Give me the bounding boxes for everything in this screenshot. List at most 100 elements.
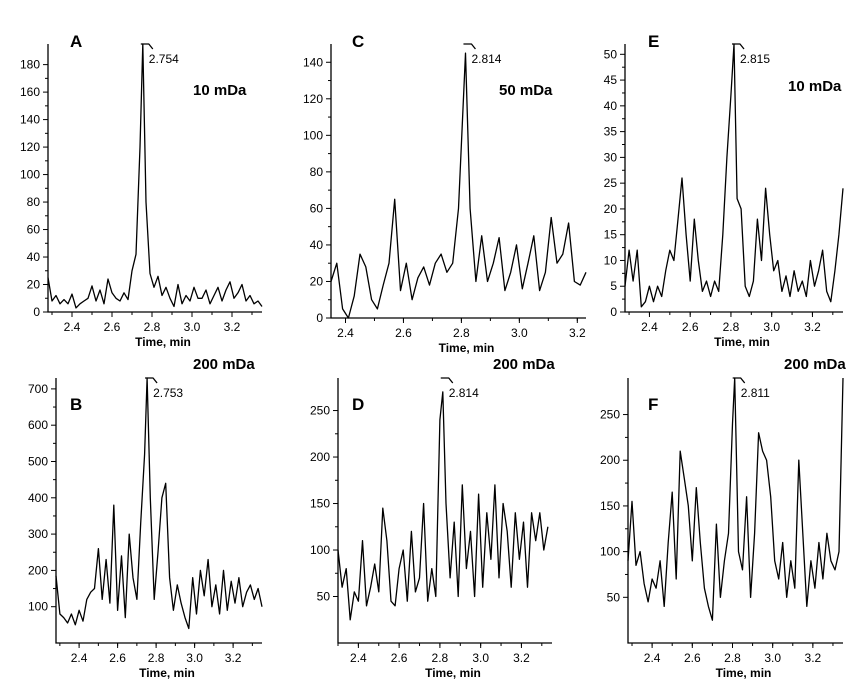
y-tick-label: 100 — [600, 545, 620, 559]
y-tick-label: 120 — [20, 140, 40, 154]
panel-letter: E — [648, 32, 659, 51]
y-tick-label: 700 — [28, 382, 48, 396]
mass-window-label: 200 mDa — [493, 356, 555, 373]
y-tick-label: 60 — [310, 201, 324, 215]
axis-lines — [55, 378, 262, 644]
peak-apex-mark — [145, 377, 158, 384]
mass-window-label: 50 mDa — [499, 82, 553, 99]
x-tick-label: 3.2 — [513, 651, 530, 665]
y-tick-label: 200 — [600, 453, 620, 467]
chromatogram-trace — [330, 52, 587, 319]
y-tick-label: 60 — [27, 223, 41, 237]
x-tick-label: 2.6 — [391, 651, 408, 665]
y-tick-label: 20 — [27, 278, 41, 292]
peak-apex-mark — [463, 43, 476, 50]
peak-label: 2.815 — [740, 52, 770, 66]
x-tick-label: 3.2 — [805, 651, 822, 665]
x-tick-label: 2.6 — [109, 651, 126, 665]
y-tick-label: 80 — [310, 165, 324, 179]
x-tick-label: 2.8 — [724, 651, 741, 665]
x-tick-label: 3.2 — [569, 326, 586, 340]
x-tick-label: 2.6 — [682, 320, 699, 334]
peak-label: 2.811 — [741, 386, 770, 400]
chart-panel-c: 0 20 40 60 80 100 120 140 2.4 2.6 2.8 3.0 3.2 Time, m… — [303, 32, 587, 355]
panel-letter: C — [352, 32, 364, 51]
mass-window-label: 10 mDa — [193, 82, 247, 99]
peak-apex-mark — [732, 43, 745, 50]
x-tick-label: 3.0 — [511, 326, 528, 340]
chart-panel-e: 0 5 10 15 20 25 30 35 40 45 50 2.4 2.6 2.8 3.0 3.2 Time,… — [604, 32, 844, 349]
mass-window-label: 200 mDa — [193, 356, 255, 373]
axis-lines — [627, 378, 843, 644]
y-tick-label: 100 — [310, 543, 330, 557]
y-tick-label: 100 — [28, 600, 48, 614]
y-tick-label: 0 — [316, 311, 323, 325]
axis-lines — [337, 378, 552, 644]
y-tick-label: 50 — [604, 47, 618, 61]
y-tick-label: 50 — [317, 590, 331, 604]
x-tick-label: 2.6 — [395, 326, 412, 340]
y-tick-label: 20 — [604, 202, 618, 216]
y-tick-label: 100 — [20, 168, 40, 182]
y-tick-label: 50 — [607, 590, 621, 604]
x-tick-label: 3.0 — [472, 651, 489, 665]
x-tick-label: 2.6 — [684, 651, 701, 665]
y-tick-label: 15 — [604, 228, 618, 242]
x-tick-label: 3.2 — [804, 320, 821, 334]
y-tick-label: 200 — [310, 450, 330, 464]
x-tick-label: 2.8 — [144, 320, 161, 334]
peak-label: 2.814 — [449, 386, 479, 400]
mass-window-label: 10 mDa — [788, 78, 842, 95]
chromatogram-trace — [47, 43, 263, 309]
x-tick-label: 2.4 — [64, 320, 81, 334]
x-tick-label: 2.8 — [723, 320, 740, 334]
chart-panel-d: 50 100 150 200 250 2.4 2.6 2.8 3.0 3.2 Time, min 2.… — [310, 356, 555, 680]
y-tick-label: 140 — [20, 113, 40, 127]
y-tick-label: 25 — [604, 176, 618, 190]
y-tick-label: 150 — [310, 497, 330, 511]
panel-letter: B — [70, 395, 82, 414]
y-tick-label: 200 — [28, 563, 48, 577]
peak-apex-mark — [732, 377, 746, 384]
x-axis-label: Time, min — [439, 341, 495, 355]
x-tick-label: 3.0 — [763, 320, 780, 334]
y-tick-label: 35 — [604, 125, 618, 139]
x-tick-label: 3.0 — [764, 651, 781, 665]
x-tick-label: 2.4 — [350, 651, 367, 665]
x-axis-label: Time, min — [139, 666, 195, 680]
y-tick-label: 500 — [28, 454, 48, 468]
y-tick-label: 45 — [604, 73, 618, 87]
x-tick-label: 3.0 — [184, 320, 201, 334]
peak-label: 2.754 — [149, 52, 179, 66]
chromatogram-trace — [55, 377, 263, 630]
y-tick-label: 150 — [600, 499, 620, 513]
x-axis-label: Time, min — [714, 335, 770, 349]
y-tick-label: 250 — [310, 404, 330, 418]
mass-window-label: 200 mDa — [784, 356, 846, 373]
y-tick-label: 0 — [610, 305, 617, 319]
y-tick-label: 180 — [20, 58, 40, 72]
chromatogram-trace — [337, 391, 549, 621]
y-tick-label: 80 — [27, 195, 41, 209]
x-tick-label: 2.8 — [432, 651, 449, 665]
x-tick-label: 3.2 — [224, 320, 241, 334]
y-tick-label: 40 — [604, 99, 618, 113]
peak-label: 2.753 — [153, 386, 183, 400]
y-tick-label: 10 — [604, 253, 618, 267]
y-tick-label: 40 — [310, 238, 324, 252]
y-tick-label: 120 — [303, 92, 323, 106]
chart-panel-a: 0 20 40 60 80 100 120 140 160 180 2.4 2.6 2.8 3.0 3.2 T… — [20, 32, 263, 349]
y-tick-label: 100 — [303, 128, 323, 142]
x-tick-label: 2.6 — [104, 320, 121, 334]
panel-letter: F — [648, 395, 658, 414]
y-tick-label: 5 — [610, 279, 617, 293]
chart-panel-f: 50 100 150 200 250 2.4 2.6 2.8 3.0 3.2 Time, min 2.… — [600, 356, 846, 680]
y-tick-label: 40 — [27, 250, 41, 264]
y-tick-label: 30 — [604, 150, 618, 164]
y-tick-label: 300 — [28, 527, 48, 541]
x-tick-label: 2.4 — [641, 320, 658, 334]
chromatogram-trace — [627, 377, 844, 621]
y-tick-label: 160 — [20, 85, 40, 99]
peak-apex-mark — [140, 43, 154, 50]
